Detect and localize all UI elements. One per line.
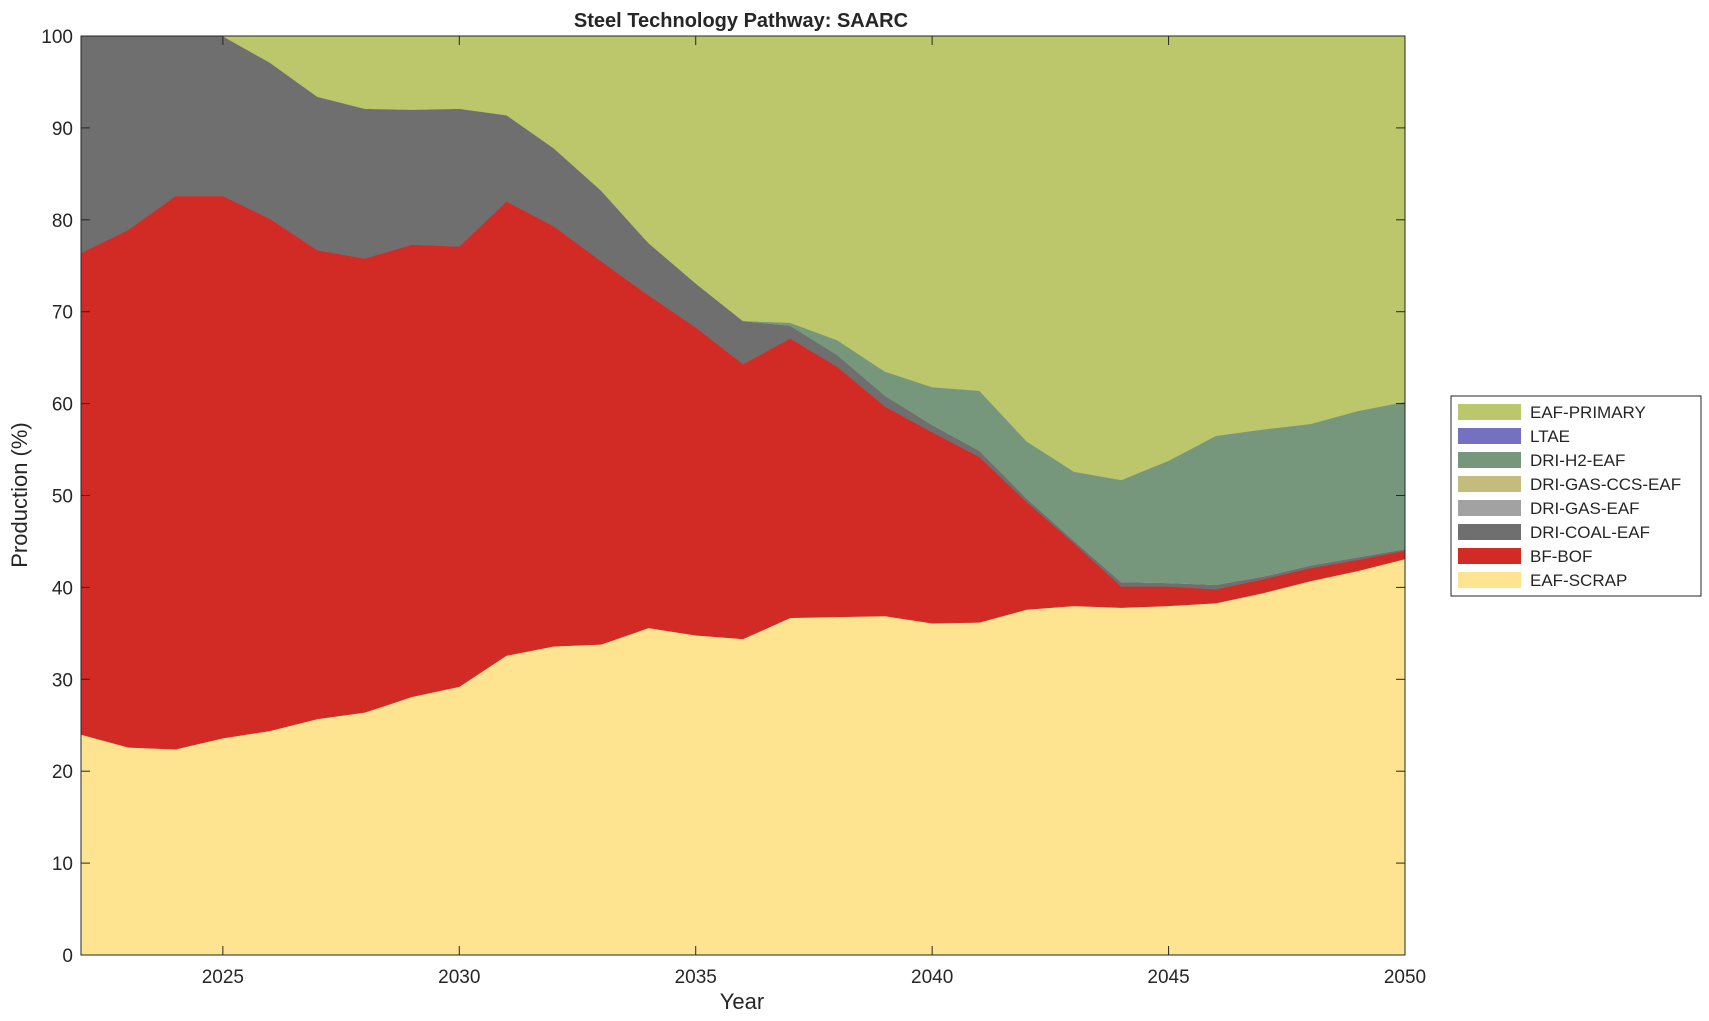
legend: EAF-PRIMARY LTAE DRI-H2-EAF DRI-GAS-CCS-EAF… [1450,395,1702,597]
legend-swatch-dri-gas-ccs-eaf [1458,476,1521,492]
legend-label-eaf-primary: EAF-PRIMARY [1530,403,1646,422]
x-tick-label: 2035 [675,967,717,988]
legend-label-dri-gas-ccs-eaf: DRI-GAS-CCS-EAF [1530,475,1681,494]
x-tick-label: 2050 [1384,967,1426,988]
x-tick-label: 2025 [202,967,244,988]
y-axis-label: Production (%) [7,422,32,568]
y-tick-label: 50 [52,487,73,508]
legend-swatch-dri-gas-eaf [1458,500,1521,516]
legend-swatch-ltae [1458,428,1521,444]
legend-label-bf-bof: BF-BOF [1530,547,1592,566]
x-axis-ticks: 2025 2030 2035 2040 2045 2050 [202,36,1426,988]
y-tick-label: 80 [52,211,73,232]
legend-swatch-eaf-primary [1458,404,1521,420]
area-series-group [80,35,1406,956]
legend-swatch-dri-coal-eaf [1458,524,1521,540]
legend-label-dri-gas-eaf: DRI-GAS-EAF [1530,499,1640,518]
y-axis-ticks: 0 10 20 30 40 50 60 70 80 90 100 [41,27,1405,967]
y-tick-label: 30 [52,670,73,691]
y-tick-label: 10 [52,854,73,875]
x-axis-label: Year [720,989,764,1014]
x-tick-label: 2045 [1147,967,1189,988]
legend-box [1450,395,1702,597]
y-tick-label: 20 [52,762,73,783]
legend-label-dri-coal-eaf: DRI-COAL-EAF [1530,523,1650,542]
y-tick-label: 0 [62,946,73,967]
legend-label-dri-h2-eaf: DRI-H2-EAF [1530,451,1625,470]
x-tick-label: 2030 [438,967,480,988]
x-tick-label: 2040 [911,967,953,988]
y-tick-label: 40 [52,578,73,599]
y-tick-label: 100 [41,27,73,48]
y-tick-label: 60 [52,395,73,416]
legend-swatch-bf-bof [1458,548,1521,564]
legend-label-eaf-scrap: EAF-SCRAP [1530,571,1627,590]
chart-title: Steel Technology Pathway: SAARC [574,10,908,32]
y-tick-label: 90 [52,119,73,140]
legend-label-ltae: LTAE [1530,427,1570,446]
y-tick-label: 70 [52,303,73,324]
legend-swatch-eaf-scrap [1458,572,1521,588]
legend-swatch-dri-h2-eaf [1458,452,1521,468]
